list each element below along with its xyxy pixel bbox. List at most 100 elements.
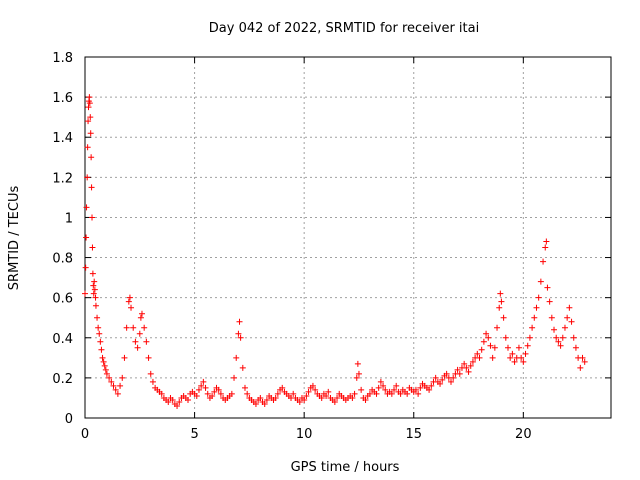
x-axis-ticks: 0 5 10 15 20 xyxy=(81,57,532,442)
y-tick-label: 0.8 xyxy=(52,252,73,267)
y-axis-label: SRMTID / TECUs xyxy=(7,186,22,291)
data-point xyxy=(98,346,105,353)
data-point xyxy=(89,214,96,221)
data-point xyxy=(103,370,110,377)
y-tick-label: 0.4 xyxy=(52,332,73,347)
data-point xyxy=(555,338,562,345)
data-point xyxy=(546,298,553,305)
data-point xyxy=(130,324,137,331)
data-point xyxy=(87,114,94,121)
x-tick-label: 5 xyxy=(190,427,198,442)
plot-area-border xyxy=(84,56,612,419)
y-tick-label: 0 xyxy=(65,412,73,427)
data-point xyxy=(305,388,312,395)
data-point xyxy=(391,386,398,393)
data-point xyxy=(84,144,91,151)
data-point xyxy=(557,342,564,349)
data-point xyxy=(526,334,533,341)
data-point xyxy=(568,318,575,325)
data-point xyxy=(91,278,98,285)
data-point xyxy=(198,382,205,389)
data-point xyxy=(92,302,99,309)
data-point xyxy=(143,338,150,345)
data-point xyxy=(193,392,200,399)
data-point xyxy=(82,264,89,271)
data-point xyxy=(497,290,504,297)
data-point xyxy=(559,334,566,341)
data-point xyxy=(529,324,536,331)
data-point xyxy=(511,358,518,365)
data-point xyxy=(296,398,303,405)
data-point xyxy=(443,370,450,377)
data-point xyxy=(83,234,90,241)
data-point xyxy=(85,104,92,111)
data-point xyxy=(502,334,509,341)
data-point xyxy=(165,398,172,405)
data-point xyxy=(97,338,104,345)
data-point xyxy=(474,350,481,357)
data-point xyxy=(158,390,165,397)
data-point xyxy=(237,334,244,341)
data-point xyxy=(507,354,514,361)
data-point xyxy=(114,390,121,397)
data-point xyxy=(274,390,281,397)
data-point xyxy=(89,244,96,251)
data-point xyxy=(83,204,90,211)
data-point xyxy=(548,314,555,321)
data-point xyxy=(138,310,145,317)
data-point xyxy=(535,294,542,301)
data-point xyxy=(504,344,511,351)
data-points xyxy=(82,94,588,409)
data-point xyxy=(136,330,143,337)
data-point xyxy=(117,382,124,389)
data-point xyxy=(96,330,103,337)
data-point xyxy=(235,330,242,337)
data-point xyxy=(487,342,494,349)
chart-title: Day 042 of 2022, SRMTID for receiver ita… xyxy=(209,21,479,36)
data-point xyxy=(100,358,107,365)
data-point xyxy=(553,334,560,341)
data-point xyxy=(353,374,360,381)
data-point xyxy=(397,390,404,397)
y-tick-label: 1.4 xyxy=(52,131,73,146)
data-point xyxy=(110,382,117,389)
data-point xyxy=(261,400,268,407)
data-point xyxy=(437,380,444,387)
data-point xyxy=(543,238,550,245)
data-point xyxy=(239,364,246,371)
data-point xyxy=(334,394,341,401)
data-point xyxy=(231,374,238,381)
data-point xyxy=(577,364,584,371)
data-point xyxy=(279,384,286,391)
data-point xyxy=(456,370,463,377)
data-point xyxy=(211,388,218,395)
data-point xyxy=(483,330,490,337)
data-point xyxy=(86,94,93,101)
data-point xyxy=(382,386,389,393)
data-point xyxy=(509,350,516,357)
data-point xyxy=(88,154,95,161)
data-point xyxy=(570,334,577,341)
data-point xyxy=(128,304,135,311)
data-point xyxy=(377,378,384,385)
data-point xyxy=(202,384,209,391)
data-point xyxy=(524,342,531,349)
data-point xyxy=(318,394,325,401)
data-point xyxy=(351,390,358,397)
data-point xyxy=(241,384,248,391)
data-point xyxy=(362,396,369,403)
data-point xyxy=(215,386,222,393)
data-point xyxy=(485,334,492,341)
data-point xyxy=(99,354,106,361)
data-point xyxy=(331,398,338,405)
data-point xyxy=(301,396,308,403)
grid-lines xyxy=(85,57,611,418)
x-tick-label: 15 xyxy=(405,427,422,442)
data-point xyxy=(204,390,211,397)
data-point xyxy=(101,362,108,369)
data-point xyxy=(417,384,424,391)
data-point xyxy=(312,386,319,393)
data-point xyxy=(244,390,251,397)
data-point xyxy=(498,298,505,305)
x-tick-label: 20 xyxy=(515,427,532,442)
